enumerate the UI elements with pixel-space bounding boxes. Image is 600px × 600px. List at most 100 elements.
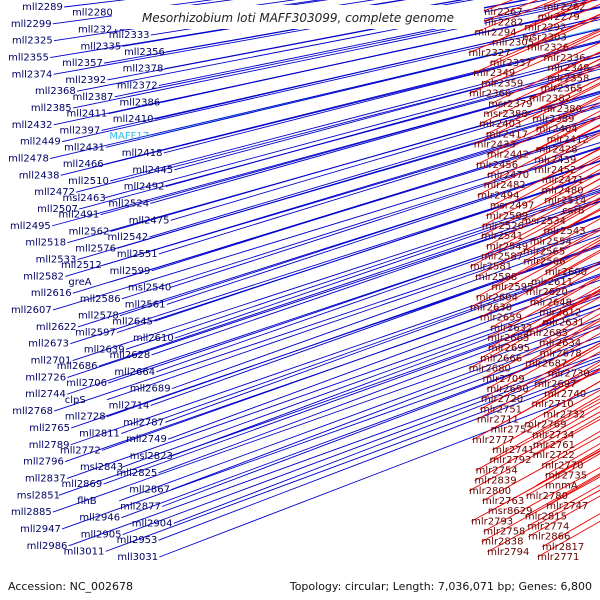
minus-strand-gene-label[interactable]: mll2986 bbox=[27, 541, 68, 552]
plus-strand-gene-label[interactable]: mlr2566 bbox=[523, 257, 565, 268]
plus-strand-gene-label[interactable]: mlr2471 bbox=[542, 175, 584, 186]
plus-strand-gene-label[interactable]: mlr2761 bbox=[533, 440, 575, 451]
minus-strand-gene-label[interactable]: mll2726 bbox=[25, 372, 66, 383]
plus-strand-gene-label[interactable]: mlr2687 bbox=[525, 358, 567, 369]
minus-strand-gene-label[interactable]: mll2445 bbox=[132, 165, 173, 176]
plus-strand-gene-label[interactable]: mlr2793 bbox=[471, 516, 513, 527]
plus-strand-gene-label[interactable]: mlr2659 bbox=[480, 313, 522, 324]
minus-strand-gene-label[interactable]: mll2387 bbox=[73, 92, 114, 103]
minus-strand-gene-label[interactable]: mll2811 bbox=[79, 429, 120, 440]
minus-strand-gene-label[interactable]: mll2869 bbox=[61, 479, 102, 490]
minus-strand-gene-label[interactable]: mll2357 bbox=[62, 58, 103, 69]
plus-strand-gene-label[interactable]: mlr2494 bbox=[477, 190, 519, 201]
minus-strand-gene-label[interactable]: mll2551 bbox=[117, 249, 158, 260]
plus-strand-gene-label[interactable]: mlr2792 bbox=[489, 455, 531, 466]
minus-strand-gene-label[interactable]: mll2645 bbox=[112, 316, 153, 327]
minus-strand-gene-label[interactable]: mll2466 bbox=[63, 159, 104, 170]
minus-strand-gene-label[interactable]: clpS bbox=[65, 395, 86, 406]
plus-strand-gene-label[interactable]: mlr2631 bbox=[542, 318, 584, 329]
plus-strand-gene-label[interactable]: mlr2612 bbox=[539, 308, 581, 319]
plus-strand-gene-label[interactable]: mlr2336 bbox=[543, 53, 585, 64]
minus-strand-gene-label[interactable]: mll2639 bbox=[84, 344, 125, 355]
plus-strand-gene-label[interactable]: mlr2595 bbox=[491, 282, 533, 293]
plus-strand-gene-label[interactable]: mlr2780 bbox=[526, 491, 568, 502]
minus-strand-gene-label[interactable]: mll2673 bbox=[28, 339, 69, 350]
plus-strand-gene-label[interactable]: mlr2735 bbox=[545, 471, 587, 482]
plus-strand-gene-label[interactable]: mlr2403 bbox=[479, 119, 521, 130]
minus-strand-gene-label[interactable]: mll2768 bbox=[12, 406, 53, 417]
plus-strand-gene-label[interactable]: mlr2634 bbox=[539, 338, 581, 349]
plus-strand-gene-label[interactable]: mlr2838 bbox=[481, 537, 523, 548]
minus-strand-gene-label[interactable]: mll2706 bbox=[66, 378, 107, 389]
plus-strand-gene-label[interactable]: mlr2690 bbox=[487, 384, 529, 395]
plus-strand-gene-label[interactable]: mlr2741 bbox=[492, 445, 534, 456]
minus-strand-gene-label[interactable]: mll2392 bbox=[65, 75, 106, 86]
plus-strand-gene-label[interactable]: mlr2695 bbox=[488, 343, 530, 354]
minus-strand-gene-label[interactable]: mll2905 bbox=[81, 530, 122, 541]
minus-strand-gene-label[interactable]: mll2418 bbox=[122, 148, 163, 159]
plus-strand-gene-label[interactable]: mlr2751 bbox=[480, 404, 522, 415]
minus-strand-gene-label[interactable]: mll2449 bbox=[20, 137, 61, 148]
plus-strand-gene-label[interactable]: mlr2442 bbox=[487, 150, 529, 161]
plus-strand-gene-label[interactable]: mlr2794 bbox=[487, 547, 529, 558]
plus-strand-gene-label[interactable]: mlr2710 bbox=[532, 399, 574, 410]
minus-strand-gene-label[interactable]: mll2885 bbox=[11, 507, 52, 518]
minus-strand-gene-label[interactable]: msl2851 bbox=[17, 490, 60, 501]
minus-strand-gene-label[interactable]: mll2368 bbox=[35, 86, 76, 97]
minus-strand-gene-label[interactable]: mll2472 bbox=[34, 187, 75, 198]
plus-strand-gene-label[interactable]: msr2388 bbox=[483, 109, 528, 120]
minus-strand-gene-label[interactable]: mll2333 bbox=[109, 30, 150, 41]
plus-strand-gene-label[interactable]: mlr2365 bbox=[541, 83, 583, 94]
minus-strand-gene-label[interactable]: mll2947 bbox=[20, 524, 61, 535]
plus-strand-gene-label[interactable]: mlr2771 bbox=[537, 552, 579, 563]
plus-strand-gene-label[interactable]: mlr2685 bbox=[526, 328, 568, 339]
plus-strand-gene-label[interactable]: mlr2433 bbox=[474, 140, 516, 151]
minus-strand-gene-label[interactable]: mll2765 bbox=[29, 423, 70, 434]
plus-strand-gene-label[interactable]: mlr2774 bbox=[527, 521, 569, 532]
plus-strand-gene-label[interactable]: mlr2514 bbox=[544, 196, 586, 207]
minus-strand-gene-label[interactable]: mll2386 bbox=[119, 97, 160, 108]
minus-strand-gene-label[interactable]: mll2749 bbox=[126, 434, 167, 445]
minus-strand-gene-label[interactable]: mll2478 bbox=[8, 154, 49, 165]
plus-strand-gene-label[interactable]: mlr2428 bbox=[536, 145, 578, 156]
plus-strand-gene-label[interactable]: mlr2752 bbox=[491, 425, 533, 436]
plus-strand-gene-label[interactable]: mlr2366 bbox=[469, 89, 511, 100]
minus-strand-gene-label[interactable]: mll2686 bbox=[57, 361, 98, 372]
plus-strand-gene-label[interactable]: mlr2817 bbox=[542, 542, 584, 553]
minus-strand-gene-label[interactable]: mll2524 bbox=[108, 198, 149, 209]
minus-strand-gene-label[interactable]: mll2356 bbox=[124, 47, 165, 58]
minus-strand-gene-label[interactable]: mll2438 bbox=[19, 170, 60, 181]
plus-strand-gene-label[interactable]: mlr2734 bbox=[532, 430, 574, 441]
minus-strand-gene-label[interactable]: mll2701 bbox=[31, 356, 72, 367]
minus-strand-gene-label[interactable]: mll2610 bbox=[133, 333, 174, 344]
minus-strand-gene-label[interactable]: mll2372 bbox=[117, 81, 158, 92]
plus-strand-gene-label[interactable]: mlr2554 bbox=[530, 236, 572, 247]
plus-strand-gene-label[interactable]: mlr2470 bbox=[487, 170, 529, 181]
plus-strand-gene-label[interactable]: mlr2380 bbox=[540, 104, 582, 115]
plus-strand-gene-label[interactable]: mlr2866 bbox=[528, 532, 570, 543]
plus-strand-gene-label[interactable]: mlr2839 bbox=[474, 476, 516, 487]
minus-strand-gene-label[interactable]: mll2578 bbox=[78, 311, 119, 322]
plus-strand-gene-label[interactable]: mlr2282 bbox=[481, 17, 523, 28]
plus-strand-gene-label[interactable]: mlr2740 bbox=[544, 389, 586, 400]
plus-strand-gene-label[interactable]: mlr2305 bbox=[492, 38, 534, 49]
plus-strand-gene-label[interactable]: mlr2404 bbox=[536, 124, 578, 135]
plus-strand-gene-label[interactable]: mlr2730 bbox=[548, 369, 590, 380]
plus-strand-gene-label[interactable]: mlr2754 bbox=[476, 465, 518, 476]
minus-strand-gene-label[interactable]: mll2518 bbox=[25, 238, 66, 249]
minus-strand-gene-label[interactable]: mll2789 bbox=[29, 440, 70, 451]
plus-strand-gene-label[interactable]: mlr2565 bbox=[523, 246, 565, 257]
plus-strand-gene-label[interactable]: mlr2326 bbox=[527, 43, 569, 54]
plus-strand-gene-label[interactable]: mlr2262 bbox=[544, 2, 586, 13]
minus-strand-gene-label[interactable]: mll2475 bbox=[129, 215, 170, 226]
minus-strand-gene-label[interactable]: mll2607 bbox=[11, 305, 52, 316]
minus-strand-gene-label[interactable]: mll2289 bbox=[22, 2, 63, 13]
minus-strand-gene-label[interactable]: mll2378 bbox=[123, 64, 164, 75]
minus-strand-gene-label[interactable]: greA bbox=[68, 277, 91, 288]
minus-strand-gene-label[interactable]: mll2599 bbox=[110, 266, 151, 277]
plus-strand-gene-label[interactable]: msr2303 bbox=[522, 33, 567, 44]
minus-strand-gene-label[interactable]: mll2533 bbox=[36, 255, 77, 266]
minus-strand-gene-label[interactable]: mll2411 bbox=[67, 109, 108, 120]
minus-strand-gene-label[interactable]: mll2616 bbox=[31, 288, 72, 299]
minus-strand-gene-label[interactable]: mll2825 bbox=[117, 468, 158, 479]
